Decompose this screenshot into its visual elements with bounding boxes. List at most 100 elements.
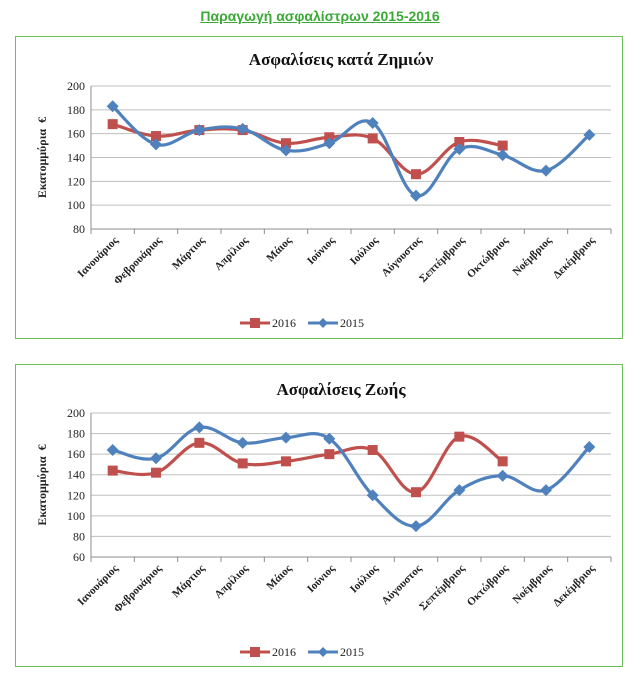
x-tick-label: Οκτώβριος	[465, 562, 511, 608]
x-tick-label: Μάρτιος	[170, 234, 208, 272]
x-tick-label: Μάιος	[264, 234, 294, 264]
chart-title: Ασφαλίσεις κατά Ζημιών	[249, 50, 434, 69]
legend-marker-2016	[250, 318, 260, 328]
point-2015	[366, 489, 379, 502]
point-2015	[150, 452, 162, 465]
point-2015	[280, 431, 292, 444]
x-tick-label: Ιούνιος	[305, 562, 338, 595]
x-tick-label: Μάιος	[264, 562, 294, 592]
x-tick-label: Ιανουάριος	[75, 234, 121, 280]
gridlines	[91, 85, 611, 206]
y-tick-label: 180	[67, 427, 85, 441]
point-2016	[107, 465, 118, 476]
point-2015	[540, 484, 552, 497]
series-2015	[106, 100, 596, 202]
point-2016	[237, 458, 248, 469]
point-2016	[411, 169, 421, 180]
x-tick-label: Σεπτέμβριος	[417, 562, 468, 613]
point-2016	[411, 487, 421, 498]
x-tick-label: Σεπτέμβριος	[417, 234, 468, 285]
x-tick-label: Δεκέμβριος	[551, 562, 598, 609]
page-title: Παραγωγή ασφαλίστρων 2015-2016	[200, 8, 440, 24]
point-2015	[410, 189, 422, 202]
x-tick-label: Οκτώβριος	[465, 234, 511, 280]
x-tick-label: Νοέμβριος	[511, 562, 555, 606]
y-tick-label: 140	[67, 468, 85, 482]
y-tick-label: 60	[73, 550, 85, 564]
point-2015	[193, 124, 206, 137]
chart-life-insurance: Ασφαλίσεις Ζωής Εκατομμύρια € 60 80 100 120 14…	[35, 380, 612, 659]
point-2015	[236, 436, 249, 449]
y-axis-label: Εκατομμύρια €	[35, 117, 49, 198]
x-tick-label: Απρίλιος	[212, 562, 251, 601]
point-2016	[281, 456, 291, 467]
point-2015	[496, 469, 509, 482]
point-2015	[496, 149, 509, 162]
x-tick-label: Ιανουάριος	[75, 562, 121, 608]
chart-property-insurance: Ασφαλίσεις κατά Ζημιών Εκατομμύρια € 80 100…	[35, 50, 612, 330]
x-tick-label: Αύγουστος	[379, 562, 424, 607]
legend-label-2015: 2015	[340, 316, 364, 330]
x-tick-label: Δεκέμβριος	[551, 234, 598, 281]
x-tick-label: Νοέμβριος	[511, 234, 555, 278]
point-2015	[193, 421, 206, 434]
point-2016	[454, 137, 465, 148]
point-2016	[367, 445, 378, 456]
point-2015	[410, 520, 422, 533]
point-2016	[497, 140, 508, 151]
point-2016	[324, 449, 335, 460]
y-tick-label: 160	[67, 447, 85, 461]
point-2015	[583, 440, 596, 453]
legend-label-2015: 2015	[340, 645, 364, 659]
series-2015	[106, 421, 596, 533]
point-2015	[150, 138, 162, 151]
y-tick-label: 180	[67, 103, 85, 117]
point-2015	[323, 137, 336, 150]
y-tick-label: 100	[67, 509, 85, 523]
y-tick-label: 100	[67, 198, 85, 212]
gridlines	[91, 412, 611, 537]
legend: 2016 2015	[240, 645, 364, 659]
legend-marker-2015	[318, 647, 328, 657]
legend-marker-2016	[250, 647, 260, 657]
legend: 2016 2015	[240, 316, 364, 330]
point-2016	[454, 431, 465, 442]
x-tick-label: Ιούλιος	[348, 234, 381, 267]
point-2016	[151, 131, 161, 142]
point-2015	[280, 144, 292, 157]
point-2015	[453, 484, 466, 497]
series-2016	[107, 431, 508, 498]
point-2015	[106, 100, 119, 113]
point-2016	[367, 133, 378, 144]
x-tick-label: Απρίλιος	[212, 234, 251, 273]
y-tick-labels: 60 80 100 120 140 160 180 200	[67, 406, 85, 564]
y-tick-label: 80	[73, 222, 85, 236]
x-tick-label: Αύγουστος	[379, 234, 424, 279]
legend-label-2016: 2016	[272, 316, 296, 330]
x-tick-label: Μάρτιος	[170, 562, 208, 600]
y-tick-label: 200	[67, 406, 85, 420]
y-tick-label: 80	[73, 529, 85, 543]
point-2016	[497, 456, 508, 467]
line-2016	[111, 434, 505, 494]
point-2015	[323, 432, 336, 445]
point-2016	[151, 467, 161, 478]
y-tick-label: 120	[67, 488, 85, 502]
y-tick-label: 160	[67, 127, 85, 141]
y-tick-labels: 80 100 120 140 160 180 200	[67, 79, 85, 236]
chart-title: Ασφαλίσεις Ζωής	[276, 380, 406, 399]
point-2015	[106, 444, 119, 457]
y-tick-label: 200	[67, 79, 85, 93]
point-2015	[583, 128, 596, 141]
x-tick-label: Ιούλιος	[348, 562, 381, 595]
point-2016	[107, 119, 118, 130]
line-2016	[111, 122, 505, 176]
chart-frame-property-insurance: Ασφαλίσεις κατά Ζημιών Εκατομμύρια € 80 100…	[15, 36, 623, 339]
legend-marker-2015	[318, 318, 328, 328]
point-2015	[453, 143, 466, 156]
y-tick-label: 120	[67, 174, 85, 188]
point-2016	[194, 437, 205, 448]
line-2015	[111, 425, 591, 528]
